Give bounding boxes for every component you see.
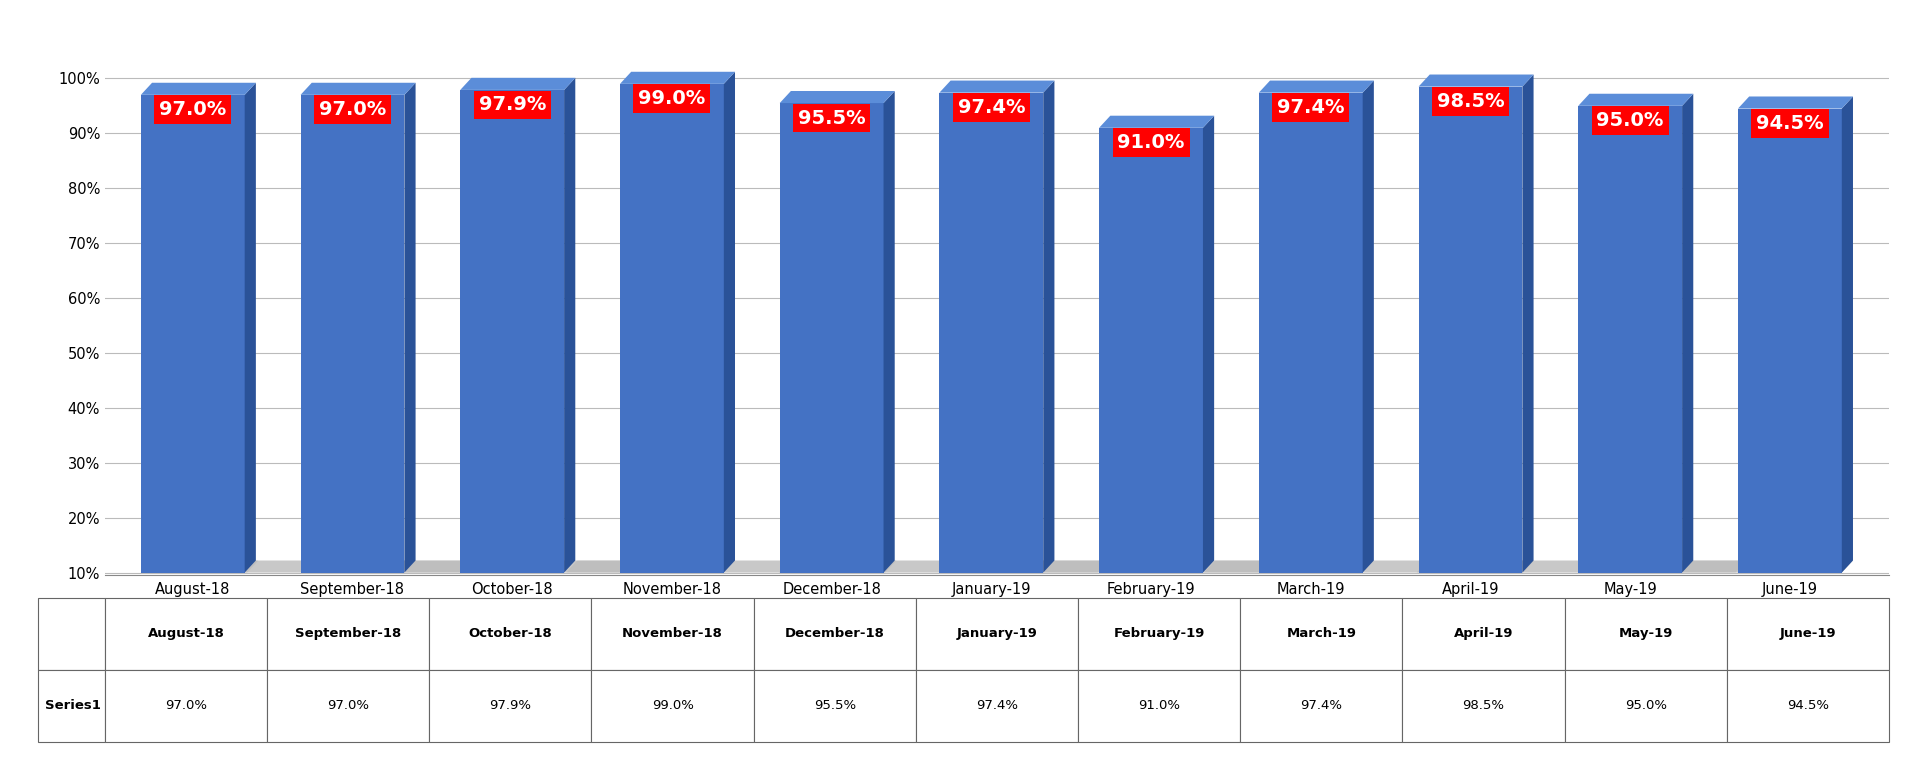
Text: 97.4%: 97.4% bbox=[957, 98, 1024, 117]
Polygon shape bbox=[244, 83, 256, 572]
Polygon shape bbox=[620, 72, 734, 84]
Polygon shape bbox=[992, 560, 1108, 572]
Polygon shape bbox=[141, 83, 256, 95]
Polygon shape bbox=[1417, 74, 1533, 86]
Bar bbox=[1577, 106, 1682, 572]
Polygon shape bbox=[1098, 116, 1213, 128]
Text: 95.5%: 95.5% bbox=[797, 108, 866, 128]
Text: 94.5%: 94.5% bbox=[1754, 114, 1823, 133]
Polygon shape bbox=[1522, 74, 1533, 572]
Polygon shape bbox=[1737, 96, 1852, 108]
Text: 97.0%: 97.0% bbox=[158, 101, 227, 120]
Bar bbox=[938, 92, 1043, 572]
Text: 95.0%: 95.0% bbox=[1596, 111, 1663, 130]
Polygon shape bbox=[1203, 560, 1322, 572]
Text: 99.0%: 99.0% bbox=[639, 89, 706, 108]
Bar bbox=[141, 95, 244, 572]
Polygon shape bbox=[1415, 560, 1533, 572]
Polygon shape bbox=[1201, 116, 1213, 572]
Bar bbox=[780, 103, 883, 572]
Polygon shape bbox=[883, 91, 894, 572]
Polygon shape bbox=[301, 83, 416, 95]
Text: 98.5%: 98.5% bbox=[1436, 92, 1503, 111]
Bar bbox=[460, 90, 564, 572]
Text: 97.9%: 97.9% bbox=[479, 95, 545, 114]
Polygon shape bbox=[1577, 94, 1692, 106]
Bar bbox=[301, 95, 404, 572]
Polygon shape bbox=[1362, 80, 1373, 572]
Polygon shape bbox=[780, 91, 894, 103]
Text: 97.0%: 97.0% bbox=[318, 101, 385, 120]
Polygon shape bbox=[1629, 560, 1745, 572]
Polygon shape bbox=[778, 560, 896, 572]
Bar bbox=[1417, 86, 1522, 572]
Polygon shape bbox=[1259, 80, 1373, 92]
Polygon shape bbox=[141, 560, 1852, 572]
Polygon shape bbox=[460, 78, 576, 90]
Bar bbox=[620, 84, 723, 572]
Text: 97.4%: 97.4% bbox=[1276, 98, 1344, 117]
Bar bbox=[1098, 128, 1201, 572]
Bar bbox=[1259, 92, 1362, 572]
Polygon shape bbox=[564, 78, 576, 572]
Polygon shape bbox=[938, 80, 1055, 92]
Polygon shape bbox=[1043, 80, 1055, 572]
Text: 91.0%: 91.0% bbox=[1118, 133, 1184, 152]
Polygon shape bbox=[566, 560, 683, 572]
Polygon shape bbox=[1682, 94, 1692, 572]
Polygon shape bbox=[1840, 96, 1852, 572]
Polygon shape bbox=[723, 72, 734, 572]
Polygon shape bbox=[404, 83, 416, 572]
Bar bbox=[1737, 108, 1840, 572]
Polygon shape bbox=[353, 560, 471, 572]
Polygon shape bbox=[141, 560, 257, 572]
